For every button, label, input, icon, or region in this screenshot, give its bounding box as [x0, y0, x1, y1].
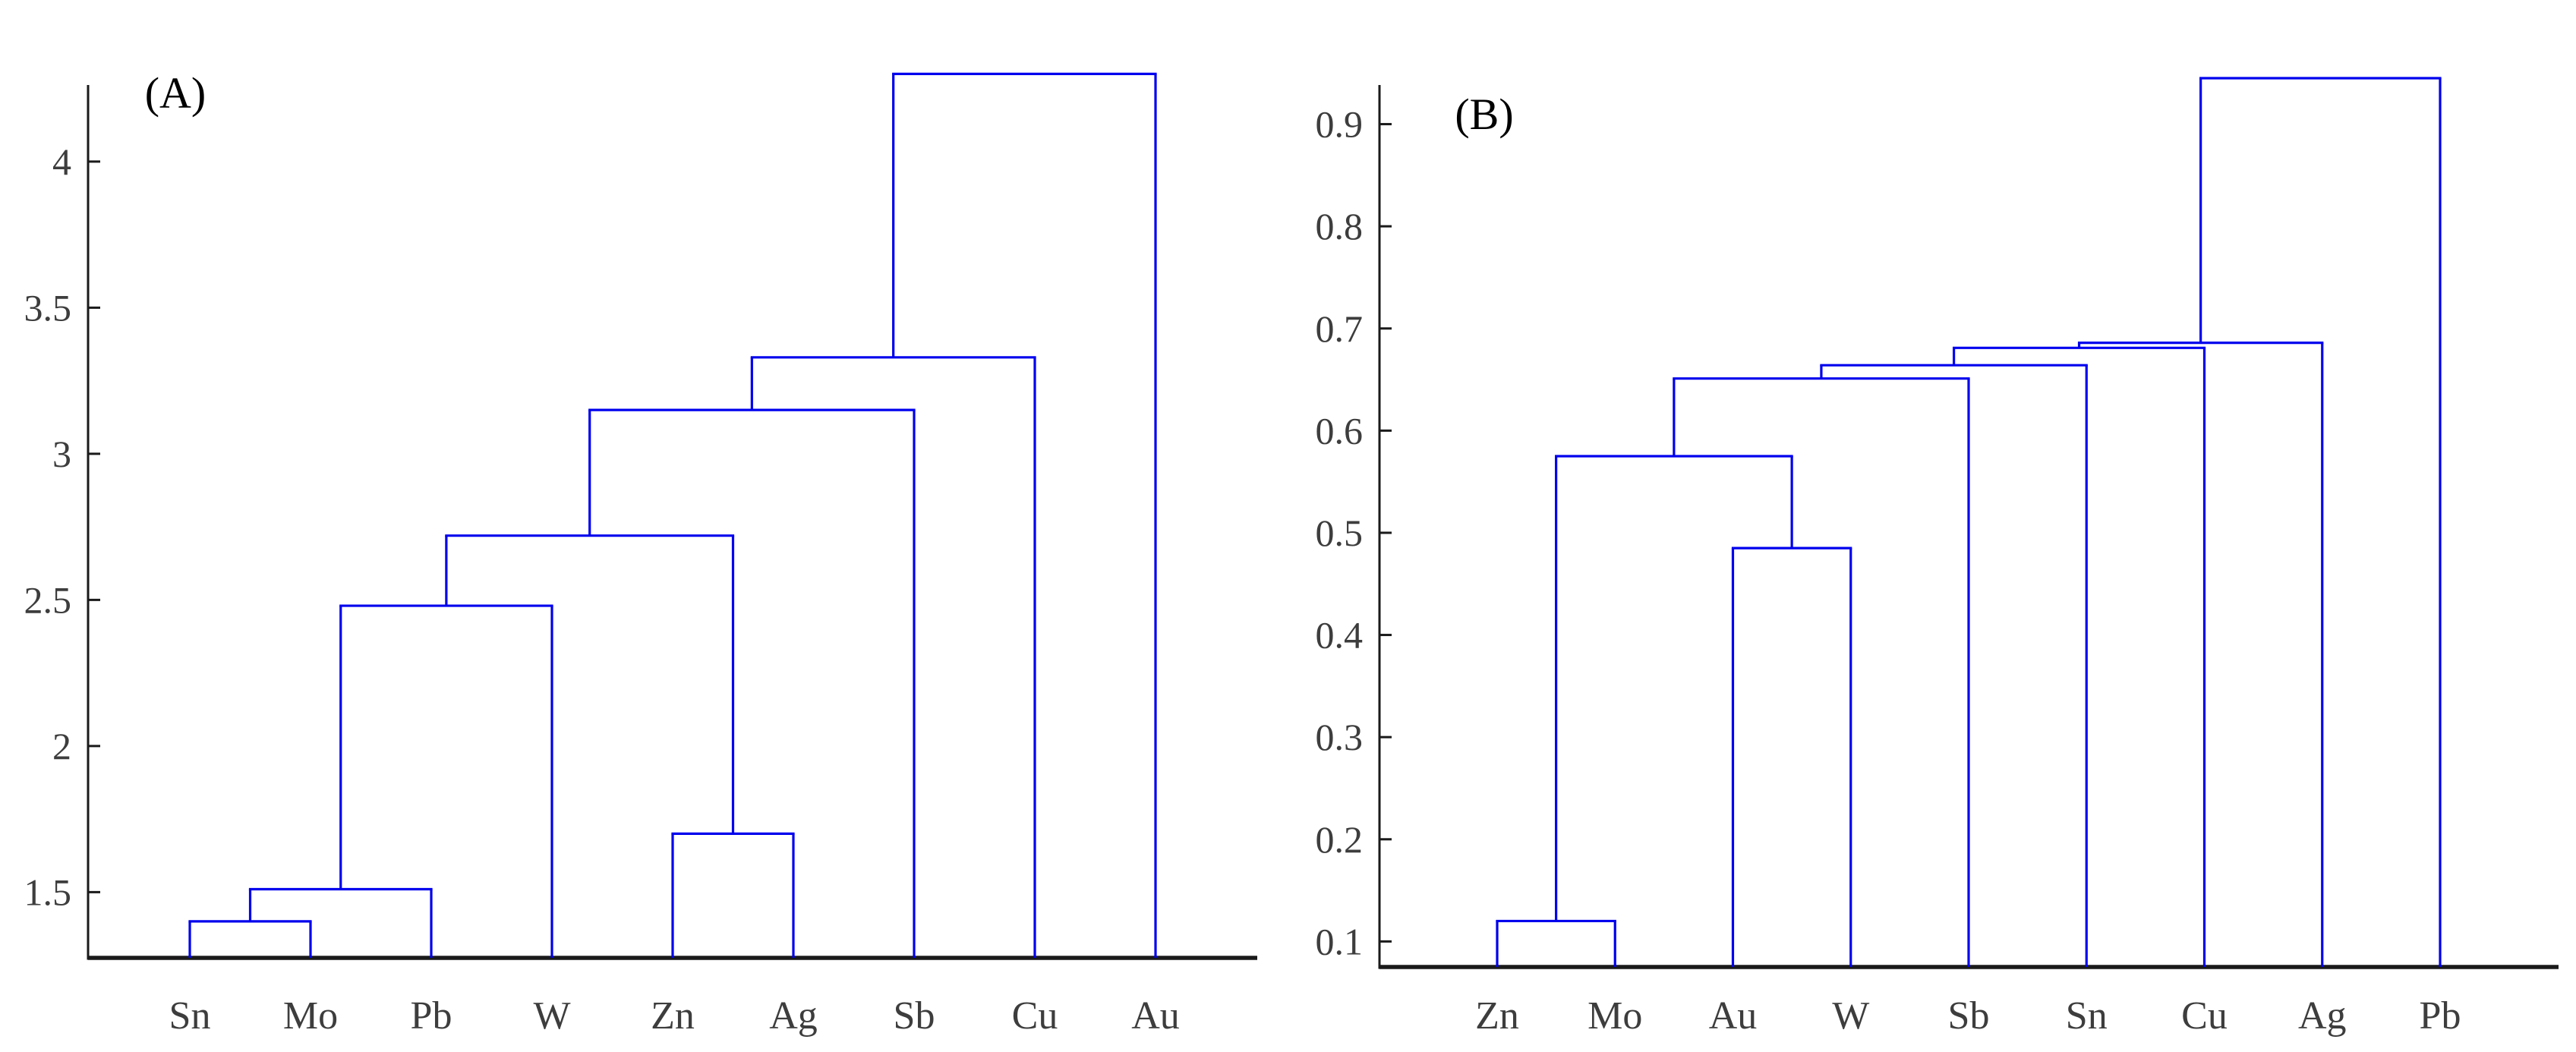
leaf-label: Pb [2420, 994, 2461, 1038]
y-tick-label: 0.9 [1316, 103, 1364, 146]
leaf-label: Au [1131, 994, 1180, 1038]
leaf-label: Sn [169, 994, 211, 1038]
leaf-label: Sb [894, 994, 935, 1038]
leaf-label: Cu [2181, 994, 2228, 1038]
leaf-label: W [533, 994, 570, 1038]
leaf-label: Cu [1012, 994, 1058, 1038]
leaf-label: Ag [769, 994, 818, 1038]
y-tick-label: 3.5 [24, 286, 72, 329]
y-tick-label: 0.3 [1316, 716, 1364, 758]
y-tick-label: 3 [52, 433, 71, 475]
y-tick-label: 2 [52, 725, 71, 767]
leaf-label: Pb [411, 994, 452, 1038]
y-tick-label: 2.5 [24, 578, 72, 621]
y-tick-label: 0.2 [1316, 818, 1364, 861]
leaf-label: Zn [1475, 994, 1519, 1038]
y-tick-label: 0.1 [1316, 920, 1364, 962]
panel-label: (B) [1455, 90, 1513, 139]
y-tick-label: 0.4 [1316, 614, 1364, 657]
leaf-label: Zn [651, 994, 695, 1038]
y-tick-label: 4 [52, 140, 71, 183]
leaf-label: Mo [283, 994, 338, 1038]
leaf-label: Sn [2066, 994, 2108, 1038]
y-tick-label: 0.8 [1316, 205, 1364, 247]
panel-label: (A) [145, 68, 207, 118]
y-tick-label: 0.5 [1316, 512, 1364, 554]
y-tick-label: 0.6 [1316, 409, 1364, 452]
leaf-label: Au [1709, 994, 1758, 1038]
y-tick-label: 0.7 [1316, 307, 1364, 350]
leaf-label: W [1832, 994, 1869, 1038]
leaf-label: Mo [1588, 994, 1642, 1038]
leaf-label: Ag [2298, 994, 2347, 1038]
leaf-label: Sb [1948, 994, 1990, 1038]
y-tick-label: 1.5 [24, 871, 72, 913]
